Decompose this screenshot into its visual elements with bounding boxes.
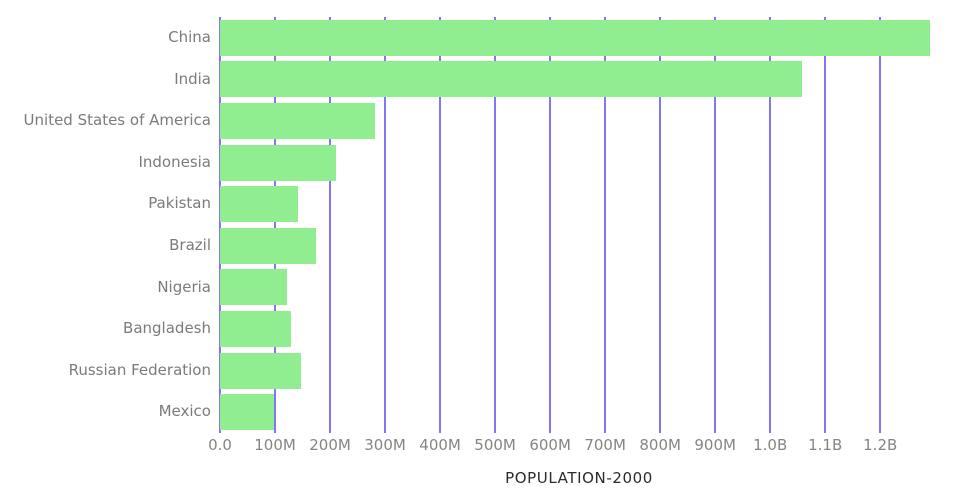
- grid-line: [824, 17, 827, 433]
- x-axis-title: POPULATION-2000: [505, 469, 653, 487]
- bar-brazil: [220, 227, 317, 264]
- grid-line: [549, 17, 552, 433]
- x-tick-label: 1.1B: [808, 436, 843, 454]
- grid-line: [659, 17, 662, 433]
- country-label: Pakistan: [148, 194, 211, 213]
- grid-line: [439, 17, 442, 433]
- x-tick-label: 1.2B: [863, 436, 898, 454]
- x-tick-label: 600M: [529, 436, 571, 454]
- x-tick-label: 1.0B: [753, 436, 788, 454]
- bar-mexico: [220, 394, 274, 431]
- country-label: Nigeria: [157, 277, 211, 296]
- grid-line: [274, 17, 277, 433]
- x-tick-label: 900M: [694, 436, 736, 454]
- country-label: Brazil: [169, 236, 211, 254]
- bar-india: [220, 61, 802, 98]
- grid-line: [714, 17, 717, 433]
- category-labels: China India United States of America Indone…: [0, 0, 215, 500]
- bar-indonesia: [220, 144, 337, 181]
- x-tick-label: 500M: [474, 436, 516, 454]
- bar-united-states-of-america: [220, 103, 376, 139]
- country-label: Indonesia: [138, 152, 211, 171]
- bar-nigeria: [220, 269, 288, 306]
- grid-line: [879, 17, 882, 433]
- bar-russian-federation: [220, 352, 301, 389]
- country-label: India: [174, 69, 211, 88]
- bar-china: [220, 19, 931, 56]
- country-label: China: [168, 28, 211, 46]
- grid-line: [604, 17, 607, 433]
- bar-bangladesh: [220, 311, 291, 347]
- grid-line: [494, 17, 497, 433]
- x-tick-label: 0.0: [208, 436, 232, 454]
- x-tick-label: 200M: [309, 436, 351, 454]
- x-tick-label: 300M: [364, 436, 406, 454]
- bar-pakistan: [220, 186, 299, 223]
- x-tick-label: 700M: [584, 436, 626, 454]
- country-label: Mexico: [158, 402, 211, 421]
- country-label: Bangladesh: [123, 319, 211, 338]
- grid-line: [219, 17, 221, 433]
- x-tick-label: 100M: [254, 436, 296, 454]
- grid-line: [769, 17, 772, 433]
- grid-line: [329, 17, 332, 433]
- x-tick-label: 400M: [419, 436, 461, 454]
- plot-area: [219, 17, 938, 433]
- country-label: Russian Federation: [68, 360, 211, 379]
- country-label: United States of America: [23, 111, 211, 130]
- grid-line: [384, 17, 387, 433]
- x-tick-label: 800M: [639, 436, 681, 454]
- x-axis-ticks: 0.0 100M 200M 300M 400M 500M 600M 700M 800M 900M 1…: [0, 436, 960, 456]
